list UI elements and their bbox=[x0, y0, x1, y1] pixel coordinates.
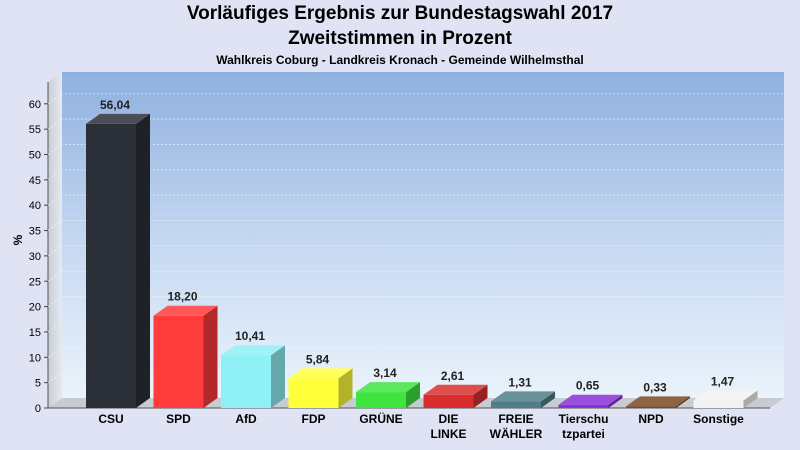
chart-subtitle: Zweitstimmen in Prozent bbox=[288, 28, 512, 49]
bar-value-label: 2,61 bbox=[441, 369, 465, 383]
bar: 0,33 bbox=[626, 380, 690, 408]
bar: 5,84 bbox=[288, 352, 353, 408]
y-tick-label: 25 bbox=[29, 276, 41, 288]
bar-front bbox=[221, 355, 271, 408]
bar-front bbox=[356, 392, 406, 408]
bar-side bbox=[203, 305, 218, 408]
y-axis-label: % bbox=[11, 234, 25, 245]
x-category-label: NPD bbox=[638, 412, 664, 426]
chart-region-label: Wahlkreis Coburg - Landkreis Kronach - G… bbox=[216, 53, 584, 67]
bar-value-label: 5,84 bbox=[306, 352, 330, 366]
bar-front bbox=[423, 394, 474, 408]
gridline bbox=[47, 220, 784, 231]
bar-side bbox=[338, 368, 353, 408]
y-tick-label: 40 bbox=[29, 200, 41, 212]
bar: 18,20 bbox=[153, 290, 218, 408]
gridline bbox=[47, 194, 784, 206]
bar-side bbox=[136, 113, 150, 408]
bar: 2,61 bbox=[423, 369, 488, 408]
bar-value-label: 18,20 bbox=[167, 290, 197, 304]
bar-top bbox=[153, 305, 218, 316]
bar: 0,65 bbox=[558, 379, 623, 408]
x-category-label: Tierschu tzpartei bbox=[559, 412, 609, 441]
x-category-label: FDP bbox=[302, 412, 326, 426]
y-tick-label: 0 bbox=[35, 403, 41, 415]
bar-top bbox=[558, 394, 623, 405]
bar-front bbox=[626, 406, 676, 408]
gridline bbox=[47, 296, 784, 308]
y-tick-label: 30 bbox=[29, 251, 41, 263]
bar-value-label: 1,31 bbox=[508, 375, 532, 389]
bar-top bbox=[288, 368, 353, 379]
bar-top bbox=[423, 384, 488, 395]
bar-value-label: 10,41 bbox=[235, 329, 265, 343]
bar-side bbox=[473, 384, 488, 408]
y-tick-label: 15 bbox=[29, 327, 41, 339]
y-tick-label: 5 bbox=[35, 378, 41, 390]
bar-value-label: 3,14 bbox=[373, 366, 397, 380]
x-category-label: CSU bbox=[98, 412, 123, 426]
plot-side-wall bbox=[48, 72, 62, 408]
bar-front bbox=[153, 315, 204, 408]
gridline bbox=[47, 346, 784, 358]
gridline bbox=[47, 321, 784, 333]
x-category-label: AfD bbox=[235, 412, 257, 426]
bar-front bbox=[491, 401, 541, 408]
bar-front bbox=[558, 404, 609, 408]
gridline bbox=[47, 270, 784, 282]
bar-side bbox=[743, 390, 758, 408]
bar-side bbox=[271, 345, 285, 408]
bar-value-label: 0,33 bbox=[643, 380, 667, 394]
bar-front bbox=[288, 378, 339, 408]
gridline bbox=[47, 144, 784, 155]
bar-value-label: 56,04 bbox=[100, 98, 130, 112]
gridline bbox=[47, 169, 784, 181]
bar-side bbox=[406, 382, 420, 408]
bar: 1,31 bbox=[491, 375, 555, 408]
y-tick-label: 20 bbox=[29, 302, 41, 314]
y-tick-label: 10 bbox=[29, 352, 41, 364]
x-category-label: FREIE WÄHLER bbox=[490, 412, 543, 441]
bar: 56,04 bbox=[86, 98, 150, 408]
x-axis-labels: CSU SPD AfD FDP GRÜNE DIE LINKE FREIE WÄHLER Tier… bbox=[98, 411, 744, 441]
bar: 10,41 bbox=[221, 329, 285, 408]
bar: 1,47 bbox=[693, 375, 758, 408]
y-tick-label: 35 bbox=[29, 226, 41, 238]
bar-top bbox=[491, 391, 555, 402]
y-tick-label: 55 bbox=[29, 124, 41, 136]
gridline bbox=[47, 245, 784, 257]
bar-side bbox=[608, 394, 623, 408]
y-tick-label: 45 bbox=[29, 175, 41, 187]
bar-top bbox=[86, 113, 150, 124]
gridline bbox=[47, 372, 784, 384]
chart-title: Vorläufiges Ergebnis zur Bundestagswahl … bbox=[186, 3, 614, 24]
y-axis-ticks: 0 5 10 15 20 25 30 35 40 45 50 55 60 bbox=[29, 99, 48, 415]
bar-front bbox=[86, 123, 136, 408]
x-category-label: Sonstige bbox=[693, 412, 744, 426]
bar-top bbox=[626, 396, 690, 407]
bars: 56,04 18,20 10,41 5,84 3,14 2,61 1,31 0,65 0,33 1… bbox=[86, 98, 758, 408]
gridlines bbox=[47, 93, 784, 384]
bar-top bbox=[693, 390, 758, 401]
x-category-label: SPD bbox=[166, 412, 191, 426]
bar-top bbox=[356, 382, 420, 393]
x-category-label: DIE LINKE bbox=[431, 412, 467, 441]
bar-top bbox=[221, 345, 285, 356]
y-tick-label: 60 bbox=[29, 99, 41, 111]
y-tick-label: 50 bbox=[29, 150, 41, 162]
bar-value-label: 1,47 bbox=[711, 375, 735, 389]
gridline bbox=[47, 93, 784, 105]
bar-side bbox=[541, 391, 555, 408]
bar-front bbox=[693, 400, 744, 408]
bar-value-label: 0,65 bbox=[576, 379, 600, 393]
bar-side bbox=[676, 396, 690, 408]
x-category-label: GRÜNE bbox=[359, 411, 402, 426]
bar: 3,14 bbox=[356, 366, 420, 408]
gridline bbox=[47, 118, 784, 130]
